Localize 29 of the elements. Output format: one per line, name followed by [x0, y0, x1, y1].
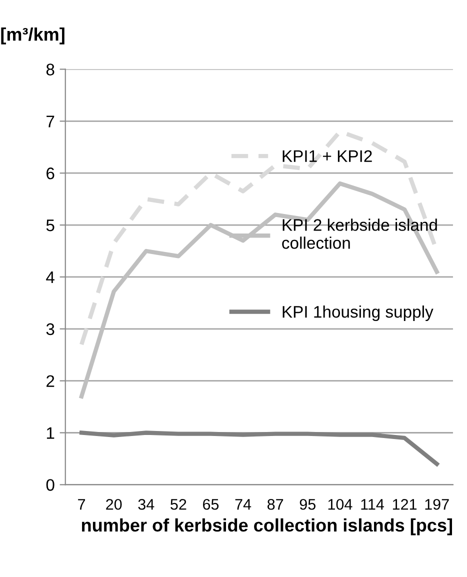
y-tick-label: 3 — [46, 323, 54, 336]
y-tick-label: 2 — [46, 375, 54, 387]
x-tick-label: 95 — [300, 498, 316, 510]
y-tick-label: 0 — [46, 479, 54, 491]
x-tick-label: 65 — [203, 498, 219, 510]
legend-label: KPI 1housing supply — [282, 305, 434, 322]
x-tick-label: 104 — [328, 498, 352, 510]
x-tick-label: 34 — [138, 498, 154, 510]
line-series — [79, 129, 439, 347]
x-tick-label: 87 — [268, 498, 284, 510]
y-tick-label: 8 — [46, 64, 54, 76]
y-tick-label: 7 — [46, 116, 54, 128]
x-tick-label: 74 — [235, 499, 252, 510]
x-tick-label: 197 — [425, 498, 449, 510]
x-axis-title: number of kerbside collection islands [pcs] — [82, 518, 452, 536]
y-tick-label: 6 — [46, 168, 54, 180]
y-axis-title: [m³/km] — [1, 27, 64, 44]
line-series — [79, 181, 439, 398]
y-tick-label: 4 — [46, 272, 54, 283]
line-series — [79, 430, 439, 466]
x-tick-label: 121 — [392, 498, 417, 510]
x-tick-label: 52 — [170, 498, 186, 510]
legend-label: KPI 2 kerbside island collection — [282, 218, 437, 249]
y-tick-label: 5 — [46, 220, 54, 232]
y-tick-label: 1 — [46, 427, 54, 439]
x-tick-label: 114 — [361, 499, 384, 510]
x-tick-label: 7 — [78, 499, 86, 510]
legend-label: KPI1 + KPI2 — [282, 150, 372, 162]
x-tick-label: 20 — [106, 498, 122, 510]
